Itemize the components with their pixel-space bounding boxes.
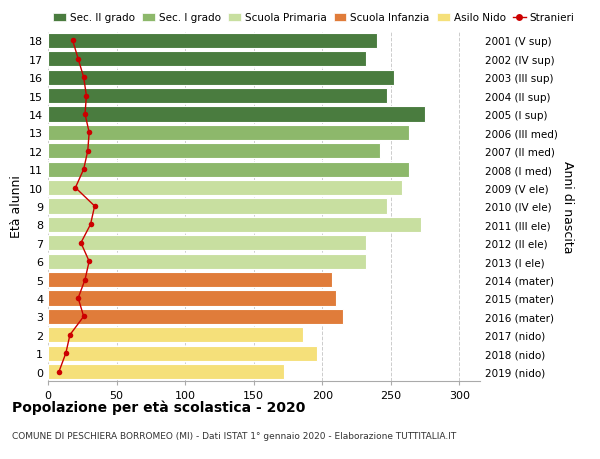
Bar [48,107,425,122]
Bar [48,236,366,251]
Y-axis label: Anni di nascita: Anni di nascita [562,160,574,253]
Bar [48,199,387,214]
Bar [48,218,421,232]
Legend: Sec. II grado, Sec. I grado, Scuola Primaria, Scuola Infanzia, Asilo Nido, Stran: Sec. II grado, Sec. I grado, Scuola Prim… [53,13,575,23]
Bar [48,364,284,379]
Bar [48,89,387,104]
Bar [48,346,317,361]
Text: Popolazione per età scolastica - 2020: Popolazione per età scolastica - 2020 [12,399,305,414]
Bar [48,162,409,177]
Bar [48,126,409,140]
Bar [48,328,303,342]
Bar [48,34,377,49]
Bar [48,52,366,67]
Bar [48,181,402,196]
Bar [48,273,332,287]
Bar [48,71,394,85]
Bar [48,254,366,269]
Text: COMUNE DI PESCHIERA BORROMEO (MI) - Dati ISTAT 1° gennaio 2020 - Elaborazione TU: COMUNE DI PESCHIERA BORROMEO (MI) - Dati… [12,431,456,441]
Bar [48,291,336,306]
Y-axis label: Età alunni: Età alunni [10,175,23,238]
Bar [48,309,343,324]
Bar [48,144,380,159]
